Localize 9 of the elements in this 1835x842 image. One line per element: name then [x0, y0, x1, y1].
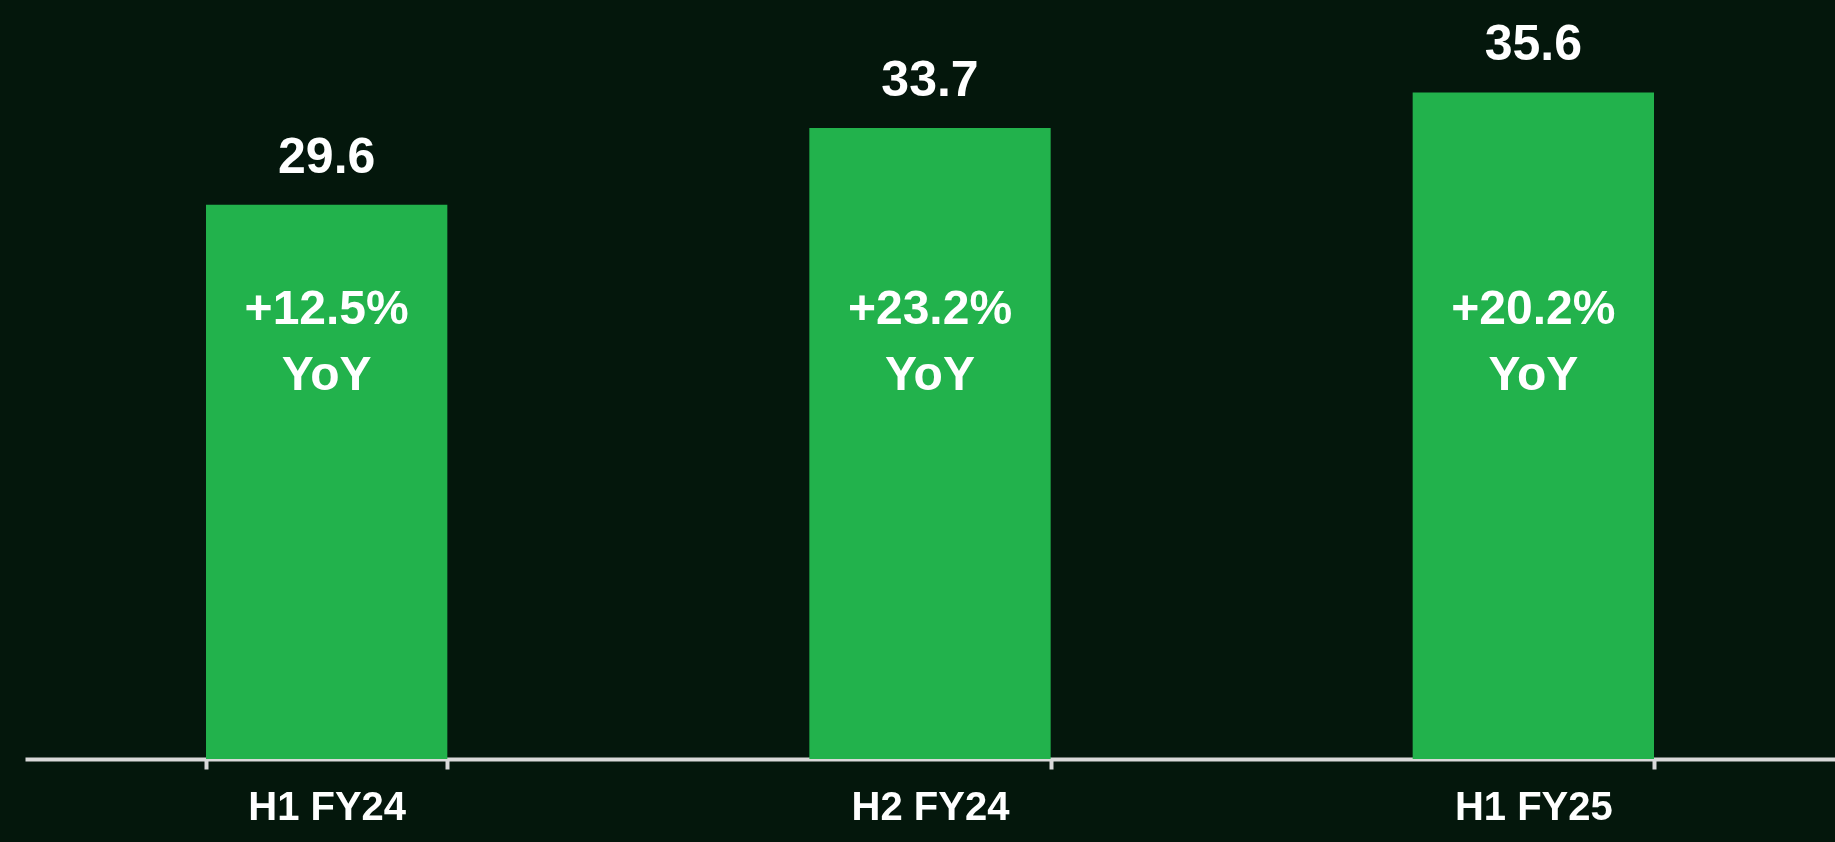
x-tick-label: H1 FY24	[248, 783, 407, 828]
annotation: +23.2% YoY	[847, 281, 1013, 400]
data-label: 29.6	[278, 127, 376, 184]
data-label: 33.7	[881, 50, 979, 107]
annotation: +12.5% YoY	[244, 281, 409, 400]
annotation: +20.2% YoY	[1451, 281, 1616, 400]
data-label: 35.6	[1484, 15, 1582, 72]
x-tick-label: H2 FY24	[851, 783, 1011, 828]
x-tick-label: H1 FY25	[1454, 783, 1613, 828]
